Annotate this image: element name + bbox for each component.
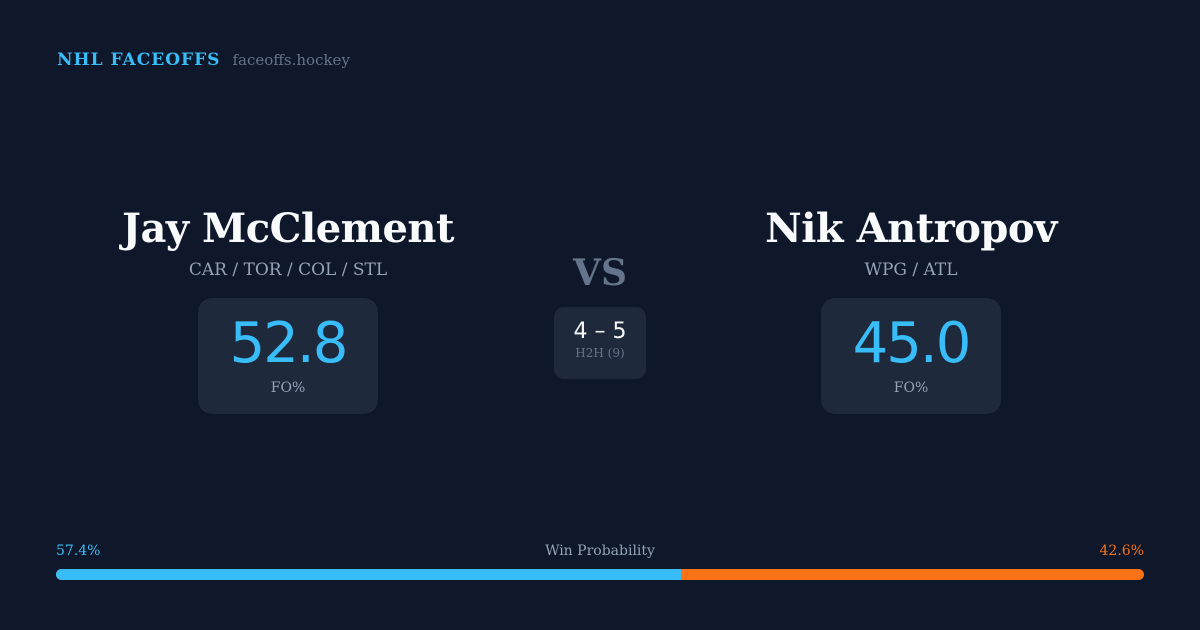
win-probability-label: Win Probability — [545, 543, 655, 559]
player2-fo-card: 45.0 FO% — [820, 298, 1002, 414]
player1-fo-label: FO% — [270, 380, 306, 396]
player1-teams: CAR / TOR / COL / STL — [188, 260, 388, 280]
h2h-count: H2H (9) — [575, 346, 625, 360]
player1-fo-card: 52.8 FO% — [197, 298, 379, 414]
p1-probability: 57.4% — [56, 543, 101, 559]
brand-header: NHL FACEOFFS faceoffs.hockey — [57, 50, 350, 70]
player1-fo-pct: 52.8 — [229, 311, 349, 376]
player2-teams: WPG / ATL — [864, 260, 958, 280]
probability-bar — [56, 569, 1144, 580]
h2h-card: 4 – 5 H2H (9) — [554, 307, 646, 379]
brand-url: faceoffs.hockey — [232, 51, 350, 69]
player2-fo-label: FO% — [893, 380, 929, 396]
player1-name: Jay McClement — [122, 205, 454, 252]
player2-fo-pct: 45.0 — [852, 311, 972, 376]
brand-title: NHL FACEOFFS — [57, 50, 221, 70]
vs-label: VS — [573, 252, 627, 294]
player2-name: Nik Antropov — [765, 205, 1057, 252]
h2h-score: 4 – 5 — [573, 319, 627, 344]
player1-panel: Jay McClement CAR / TOR / COL / STL 52.8… — [78, 205, 498, 414]
p1-probability-fill — [56, 569, 681, 580]
p2-probability: 42.6% — [1099, 543, 1144, 559]
player2-panel: Nik Antropov WPG / ATL 45.0 FO% — [701, 205, 1121, 414]
win-probability: 57.4% Win Probability 42.6% — [56, 543, 1144, 580]
